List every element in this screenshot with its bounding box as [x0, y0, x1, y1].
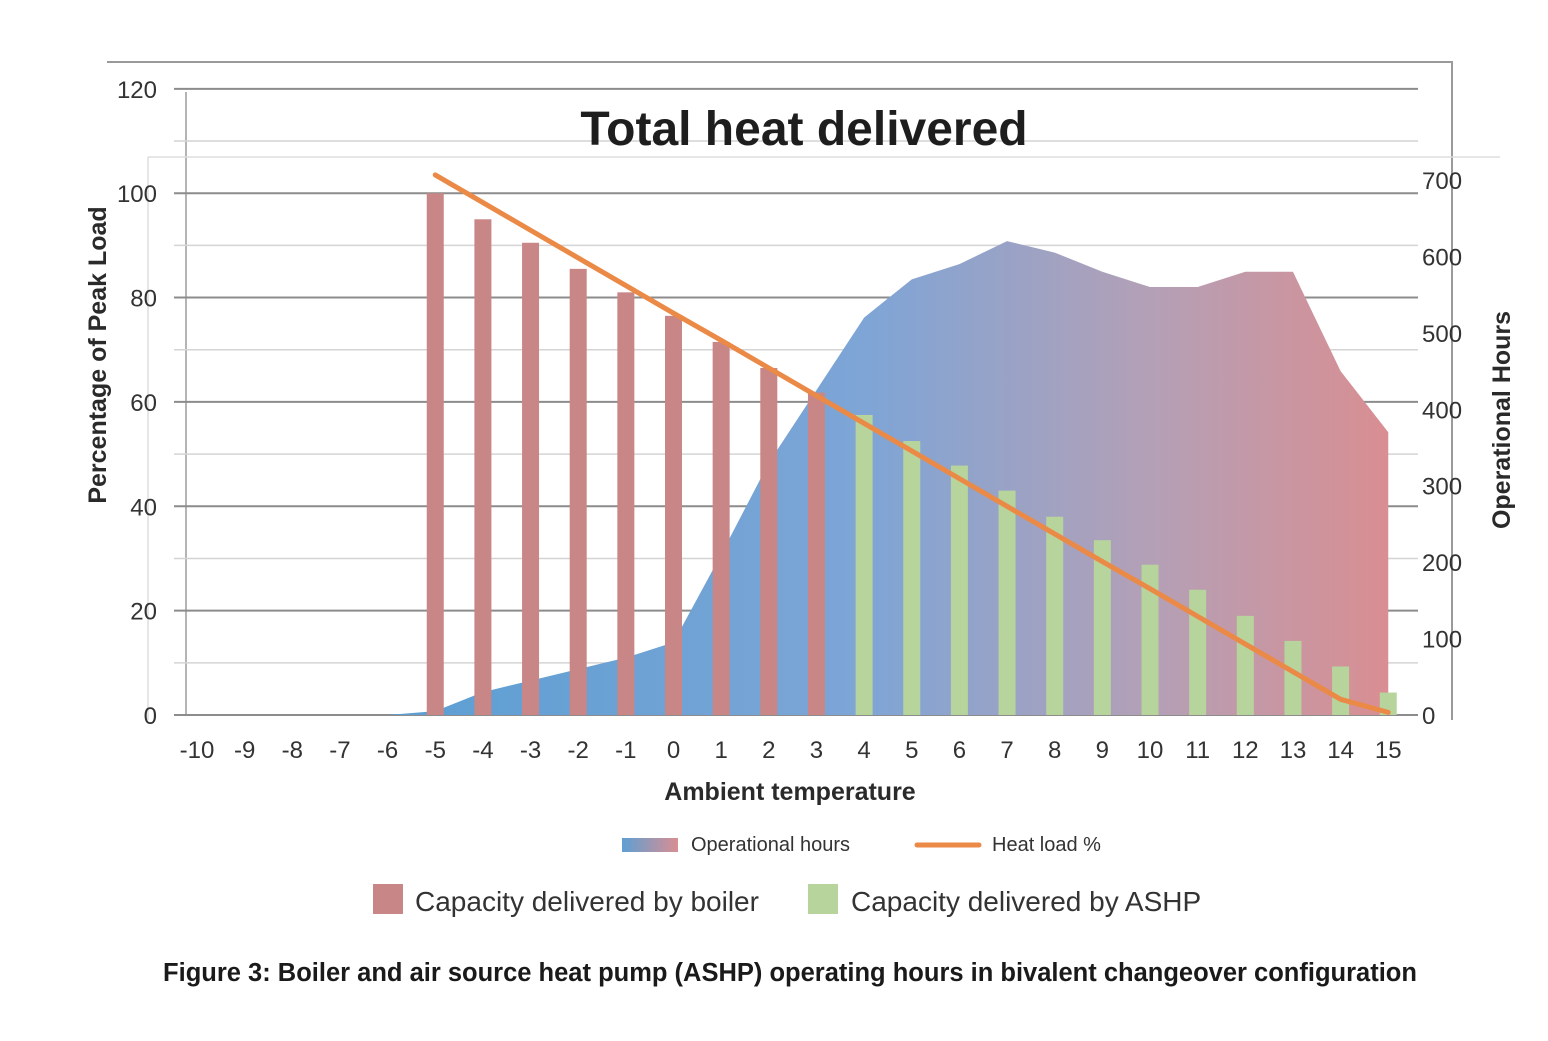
y2-tick-300: 300 — [1422, 474, 1462, 501]
x-tick-3: 3 — [810, 737, 823, 764]
y-tick-100: 100 — [117, 181, 157, 208]
bar-ashp-14 — [1332, 666, 1350, 715]
heat-load-line-layer — [432, 172, 1391, 715]
y2-tick-700: 700 — [1422, 168, 1462, 195]
legend-swatch-ashp — [808, 884, 838, 914]
y-tick-0: 0 — [144, 703, 157, 730]
bar-boiler-2 — [760, 368, 778, 715]
bar-boiler--1 — [617, 292, 635, 715]
x-tick-4: 4 — [857, 737, 870, 764]
legend-label-boiler: Capacity delivered by boiler — [415, 886, 759, 917]
chart-title: Total heat delivered — [580, 103, 1027, 156]
x-axis-tick-labels: -10 -9 -8 -7 -6 -5 -4 -3 -2 -1 0 1 2 3 4 5 6 7 8 9 10 11 12 13 1… — [180, 737, 1402, 764]
y2-tick-0: 0 — [1422, 703, 1435, 730]
x-tick-9: 9 — [1096, 737, 1109, 764]
x-tick-11: 11 — [1185, 737, 1210, 764]
legend-swatch-operational-hours — [622, 838, 678, 852]
bar-ashp-4 — [855, 414, 873, 715]
bar-boiler-0 — [665, 315, 682, 715]
bar-ashp-8 — [1046, 516, 1064, 715]
bar-ashp-7 — [998, 490, 1016, 715]
operational-hours-area — [387, 241, 1389, 715]
x-tick-7: 7 — [1000, 737, 1013, 764]
bar-boiler--5 — [426, 193, 444, 715]
x-tick-8: 8 — [1048, 737, 1061, 764]
x-tick--7: -7 — [329, 737, 350, 764]
right-axis-tick-labels: 0 100 200 300 400 500 600 700 — [1422, 168, 1462, 730]
x-tick--8: -8 — [282, 737, 303, 764]
bar-ashp-13 — [1284, 640, 1302, 715]
legend-label-ashp: Capacity delivered by ASHP — [851, 886, 1201, 917]
y2-tick-200: 200 — [1422, 550, 1462, 577]
legend-label-heat-load: Heat load % — [992, 834, 1101, 856]
bar-boiler--3 — [522, 242, 540, 715]
y2-tick-500: 500 — [1422, 321, 1462, 348]
y2-tick-400: 400 — [1422, 397, 1462, 424]
x-axis-label: Ambient temperature — [664, 778, 916, 806]
x-tick--6: -6 — [377, 737, 398, 764]
x-tick-0: 0 — [667, 737, 680, 764]
y-tick-40: 40 — [130, 494, 157, 521]
x-tick--2: -2 — [568, 737, 589, 764]
x-tick-12: 12 — [1232, 737, 1259, 764]
x-tick-5: 5 — [905, 737, 918, 764]
legend-swatch-boiler — [373, 884, 403, 914]
bar-boiler--2 — [569, 268, 587, 715]
bar-layer — [426, 193, 1397, 716]
x-tick-1: 1 — [714, 737, 727, 764]
figure-caption: Figure 3: Boiler and air source heat pum… — [163, 959, 1417, 987]
bar-boiler-3 — [807, 392, 825, 715]
left-axis-tick-labels: 0 20 40 60 80 100 120 — [117, 77, 157, 730]
x-tick--5: -5 — [425, 737, 446, 764]
x-tick-6: 6 — [953, 737, 966, 764]
x-tick-13: 13 — [1280, 737, 1307, 764]
operational-hours-area-layer — [387, 241, 1389, 715]
x-tick--1: -1 — [615, 737, 636, 764]
x-tick-15: 15 — [1375, 737, 1402, 764]
x-tick--9: -9 — [234, 737, 255, 764]
y-tick-60: 60 — [130, 390, 157, 417]
x-tick--10: -10 — [180, 737, 215, 764]
bar-ashp-12 — [1236, 615, 1254, 715]
y2-axis-label: Operational Hours — [1488, 311, 1516, 529]
bar-boiler--4 — [474, 219, 492, 716]
y2-tick-100: 100 — [1422, 627, 1462, 654]
bar-ashp-11 — [1189, 589, 1207, 715]
bar-ashp-10 — [1141, 564, 1159, 715]
y2-tick-600: 600 — [1422, 244, 1462, 271]
x-tick--4: -4 — [472, 737, 493, 764]
bar-ashp-6 — [950, 465, 968, 715]
x-tick-14: 14 — [1327, 737, 1354, 764]
bar-ashp-5 — [903, 441, 921, 715]
x-tick--3: -3 — [520, 737, 541, 764]
y-axis-label: Percentage of Peak Load — [84, 206, 112, 503]
x-tick-10: 10 — [1137, 737, 1164, 764]
x-tick-2: 2 — [762, 737, 775, 764]
bar-boiler-1 — [712, 341, 730, 715]
y-tick-120: 120 — [117, 77, 157, 104]
bar-ashp-9 — [1093, 540, 1111, 715]
y-tick-20: 20 — [130, 599, 157, 626]
y-tick-80: 80 — [130, 286, 157, 313]
legend-label-operational-hours: Operational hours — [691, 834, 850, 856]
heat-load-line — [432, 172, 1391, 715]
